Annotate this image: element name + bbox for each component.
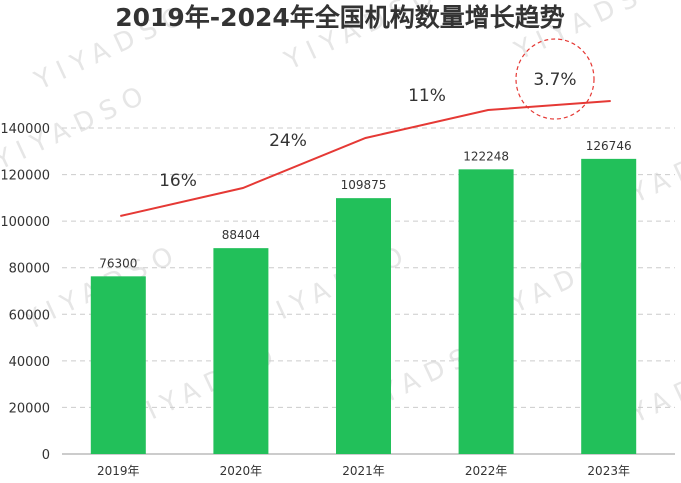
bars: 76300 2019年 88404 2020年 109875 2021年 122248 202… — [90, 139, 637, 478]
x-tick-label: 2019年 — [97, 464, 140, 478]
y-tick-label: 0 — [42, 448, 50, 463]
y-tick-label: 100000 — [0, 215, 50, 230]
bar — [336, 198, 391, 454]
bar — [213, 248, 269, 454]
growth-label: 24% — [269, 131, 307, 151]
bar-value-label: 76300 — [99, 256, 137, 270]
x-tick-label: 2021年 — [342, 464, 385, 478]
y-tick-label: 80000 — [9, 262, 50, 277]
trend-polyline — [120, 100, 611, 217]
y-tick-label: 60000 — [9, 308, 50, 323]
x-tick-label: 2022年 — [465, 464, 508, 478]
x-tick-label: 2023年 — [587, 464, 630, 478]
growth-label: 11% — [408, 86, 446, 106]
y-tick-label: 40000 — [9, 355, 50, 370]
bar-value-label: 109875 — [341, 178, 387, 192]
bar — [458, 169, 514, 455]
bar-value-label: 122248 — [463, 149, 509, 163]
bar — [581, 158, 637, 454]
growth-label: 16% — [159, 171, 197, 191]
bar-value-label: 88404 — [222, 228, 260, 242]
y-tick-label: 140000 — [0, 122, 50, 137]
bar — [90, 276, 146, 454]
y-tick-label: 20000 — [9, 401, 50, 416]
chart-title: 2019年-2024年全国机构数量增长趋势 — [115, 3, 565, 32]
trend-line: 16% 24% 11% 3.7% — [120, 38, 611, 217]
y-tick-label: 120000 — [0, 169, 50, 184]
bar-value-label: 126746 — [586, 139, 632, 153]
x-tick-label: 2020年 — [220, 464, 263, 478]
highlight-circle — [515, 38, 595, 120]
growth-label: 3.7% — [533, 70, 576, 90]
